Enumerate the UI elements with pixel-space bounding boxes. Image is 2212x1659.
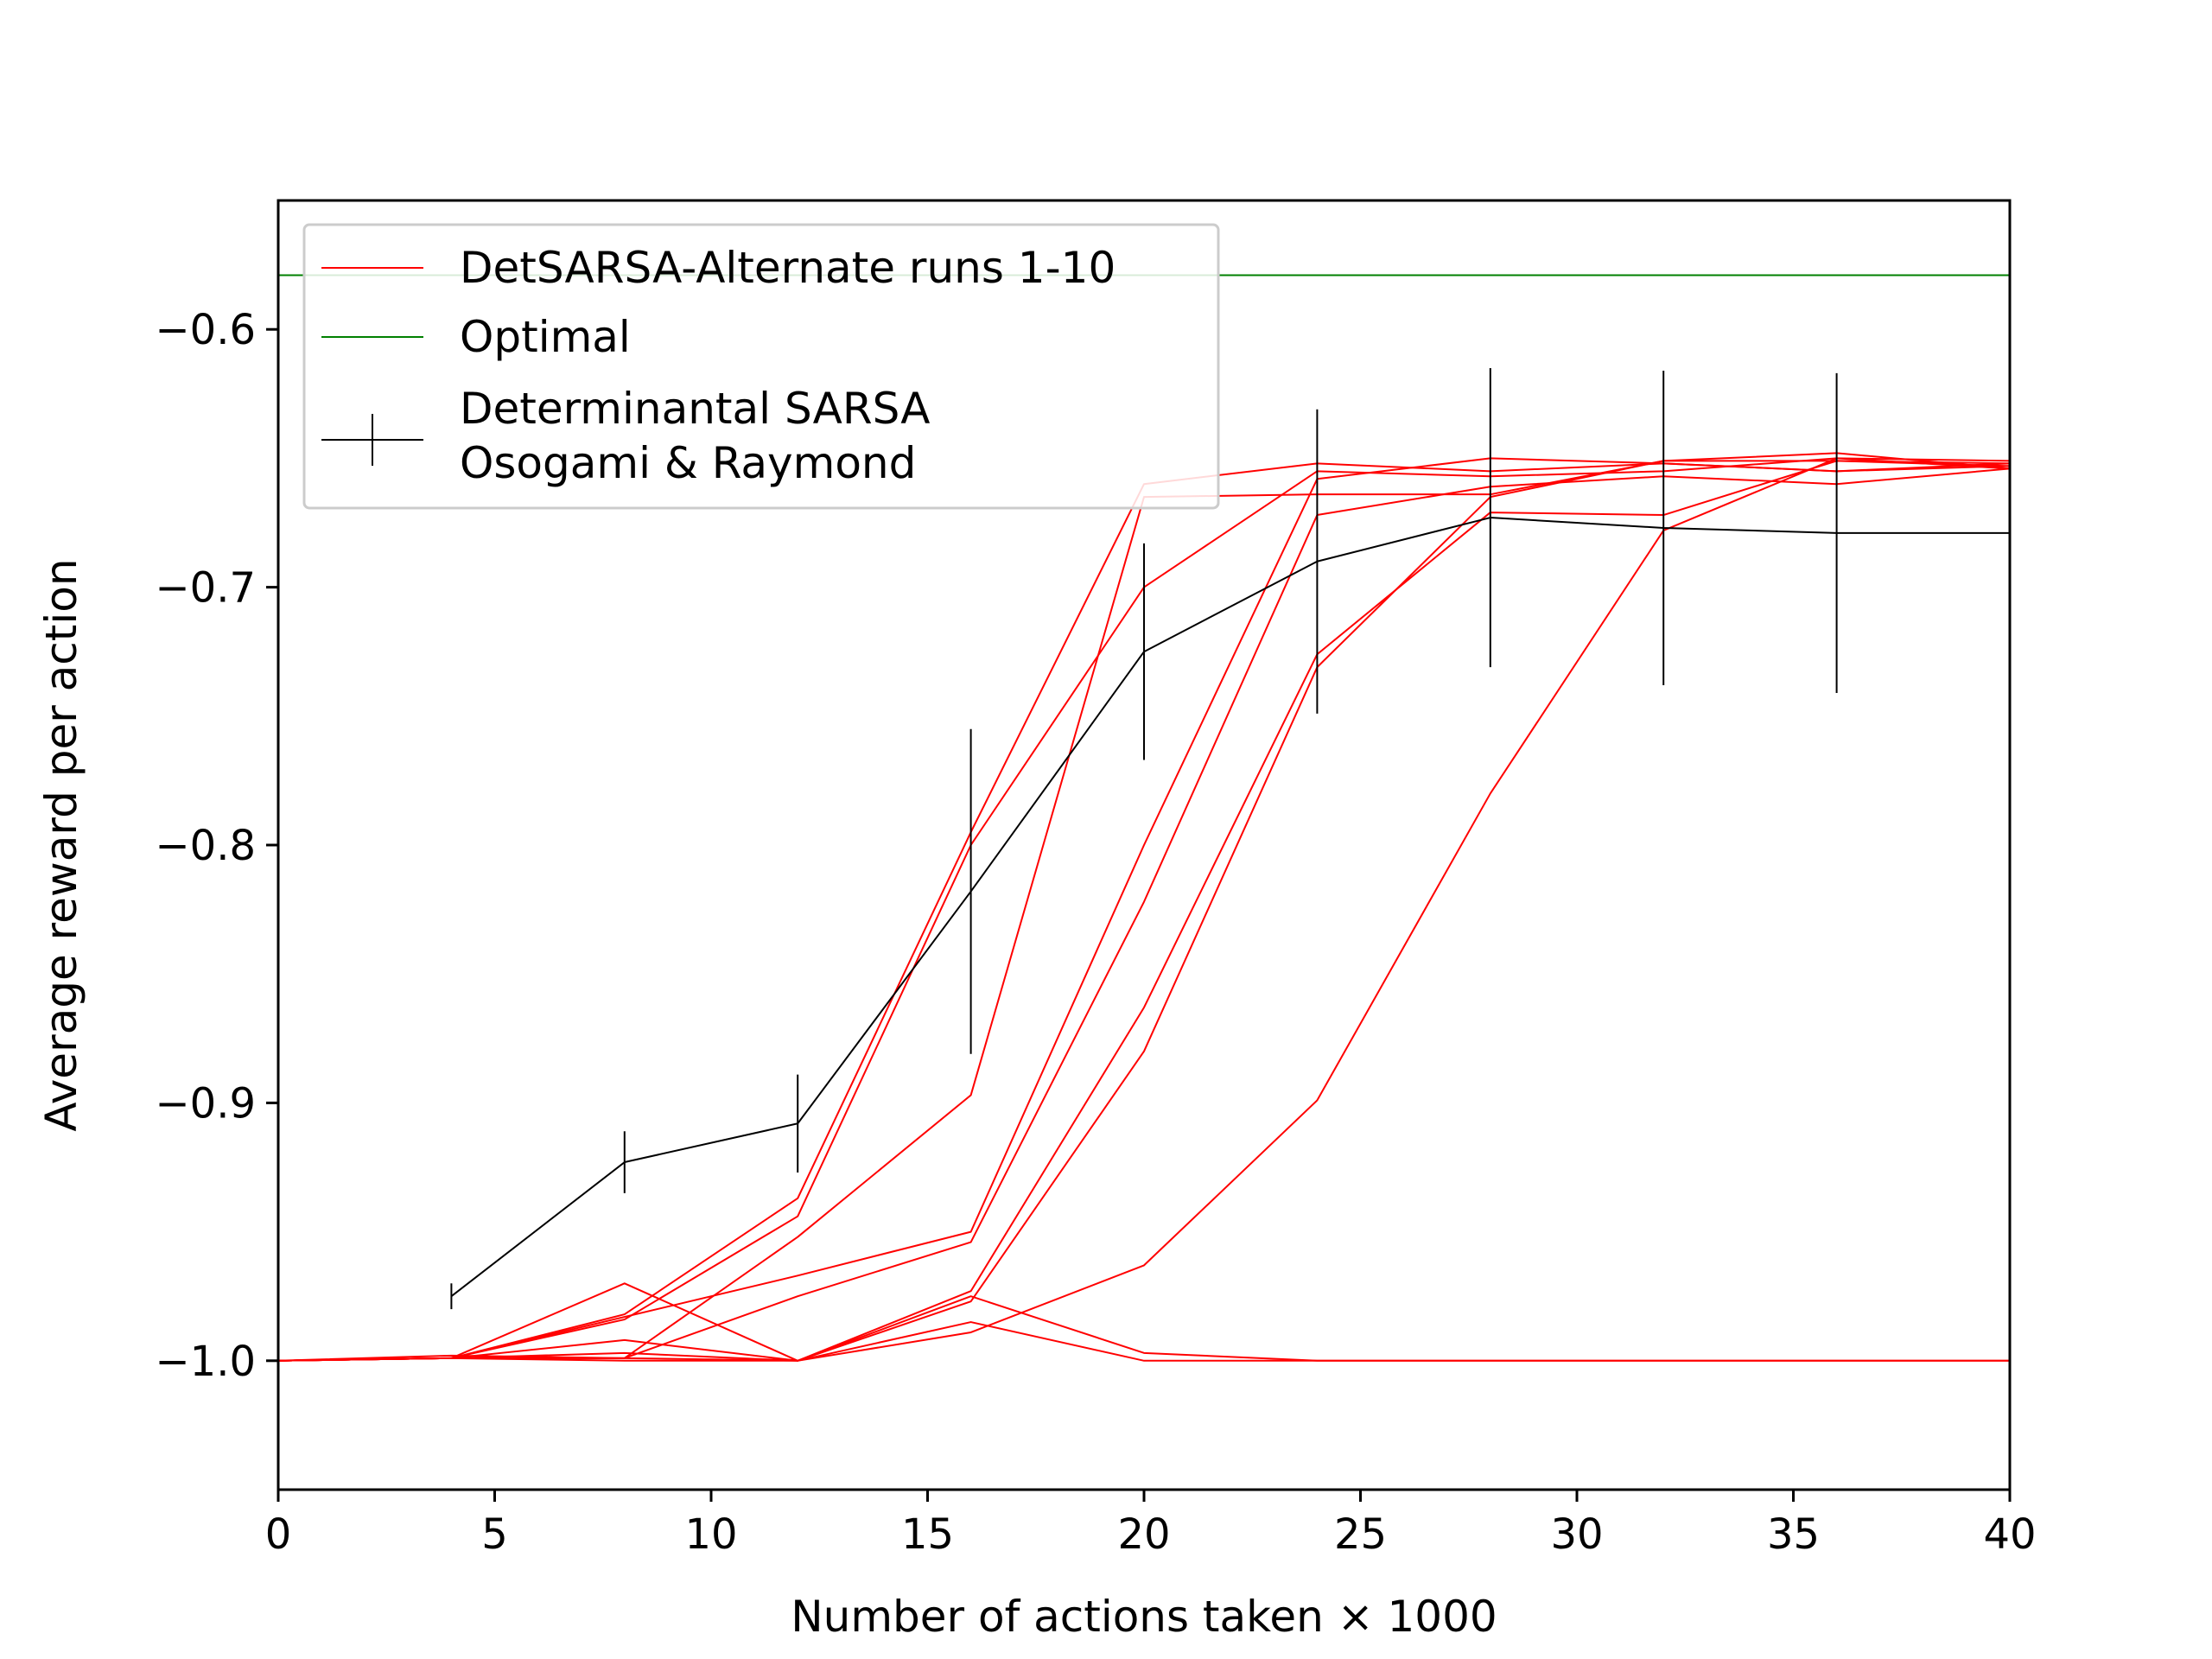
x-tick-label: 25: [1334, 1510, 1387, 1559]
run-line-7: [277, 452, 2011, 1362]
legend-label-runs: DetSARSA-Alternate runs 1-10: [460, 243, 1116, 293]
y-tick-label: −0.7: [155, 564, 256, 613]
legend-label-optimal: Optimal: [460, 312, 631, 362]
run-line-6: [277, 460, 2011, 1362]
y-axis: −1.0 −0.9 −0.8 −0.7 −0.6: [155, 306, 278, 1386]
x-tick-label: 40: [1983, 1510, 2036, 1559]
x-axis-label: Number of actions taken × 1000: [791, 1592, 1497, 1642]
det-sarsa-line: [450, 517, 2010, 1297]
legend-label-det-sarsa: Determinantal SARSA: [460, 384, 930, 434]
x-tick-label: 5: [481, 1510, 508, 1559]
legend: DetSARSA-Alternate runs 1-10 Optimal Det…: [302, 223, 1220, 510]
x-tick-label: 10: [684, 1510, 737, 1559]
y-tick-label: −0.8: [155, 822, 256, 870]
run-line-4: [277, 457, 2011, 1362]
runs-series-group: [277, 452, 2011, 1362]
y-tick-label: −0.6: [155, 306, 256, 354]
x-tick-label: 35: [1767, 1510, 1820, 1559]
run-line-8: [277, 457, 2011, 1362]
run-line-10: [277, 1295, 2010, 1362]
x-tick-label: 15: [901, 1510, 954, 1559]
y-tick-label: −1.0: [155, 1338, 256, 1386]
y-tick-label: −0.9: [155, 1079, 256, 1128]
legend-box: [302, 223, 1220, 510]
x-tick-label: 30: [1550, 1510, 1603, 1559]
legend-label-det-sarsa-line2: Osogami & Raymond: [460, 438, 916, 488]
x-axis: 0 5 10 15 20 25 30 35 40: [265, 1490, 2037, 1559]
y-axis-label: Average reward per action: [36, 558, 86, 1131]
x-tick-label: 20: [1117, 1510, 1170, 1559]
det-sarsa-series-group: [450, 367, 2010, 1310]
x-tick-label: 0: [265, 1510, 292, 1559]
